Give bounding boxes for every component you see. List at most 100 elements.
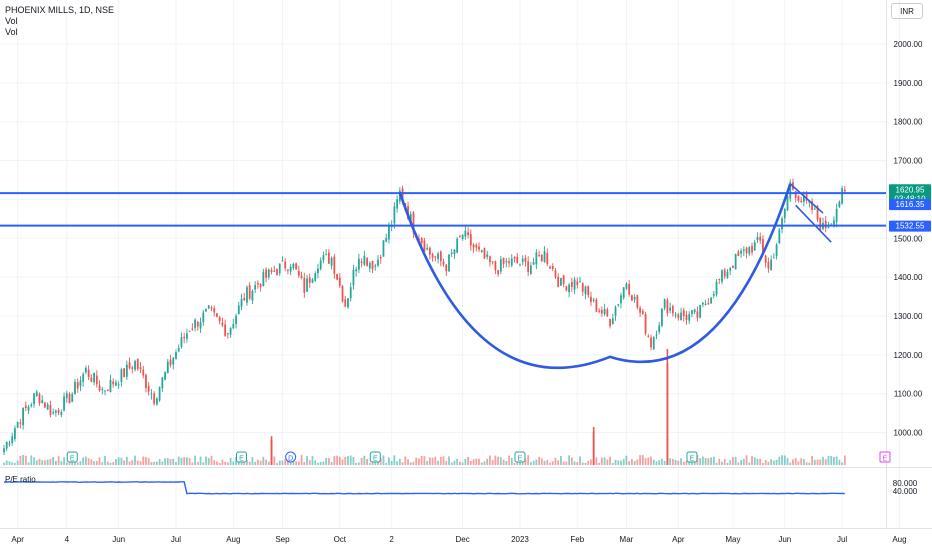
candle-body: [603, 308, 606, 315]
candle-body: [68, 393, 71, 404]
price-axis-tick: 2000.00: [894, 40, 923, 49]
candle-body: [704, 303, 707, 305]
candle-body: [710, 297, 712, 304]
volume-bar: [841, 462, 844, 465]
volume-bar: [226, 462, 229, 465]
candle-body: [363, 255, 366, 265]
candle-body: [251, 290, 254, 301]
volume-bar: [508, 455, 510, 465]
resistance-price-tag: 1616.35: [896, 200, 925, 209]
volume-bar: [740, 460, 742, 465]
volume-indicator-label[interactable]: Vol: [5, 16, 18, 26]
volume-bar: [824, 459, 827, 465]
volume-bar: [565, 461, 568, 465]
candle-body: [748, 247, 751, 254]
candle-body: [229, 327, 232, 335]
volume-bar: [770, 459, 773, 465]
candle-body: [295, 263, 298, 270]
volume-bar: [213, 460, 216, 465]
volume-bar: [278, 460, 281, 465]
candle-body: [442, 261, 445, 265]
volume-bar: [693, 461, 696, 465]
time-axis[interactable]: Apr 4 Jun Jul Aug Sep Oct 2 Dec 2023 Feb Mar Apr May J…: [11, 535, 906, 544]
candle-body: [183, 336, 186, 339]
time-axis-tick: May: [725, 535, 740, 544]
candle-body: [109, 379, 112, 393]
candle-body: [278, 263, 281, 274]
candle-body: [573, 279, 576, 290]
candle-body: [115, 382, 117, 386]
last-price-tag-bg: [889, 184, 931, 204]
volume-bar: [218, 462, 221, 465]
candle-body: [98, 385, 101, 391]
volume-bar: [742, 458, 745, 465]
candle-body: [691, 310, 693, 314]
earnings-event-icon: [236, 451, 248, 463]
candle-body: [606, 309, 609, 317]
event-marker-label: E: [239, 456, 244, 463]
volume-bar: [579, 456, 581, 465]
volume-bar: [85, 456, 87, 465]
time-axis-tick: 4: [65, 535, 70, 544]
volume-bar: [79, 461, 82, 465]
candle-body: [540, 254, 543, 261]
candle-body: [565, 286, 568, 291]
candle-body: [770, 259, 773, 271]
volume-bar: [134, 455, 136, 465]
candle-body: [382, 240, 385, 257]
horizontal-levels: [0, 192, 886, 227]
volume-bar: [393, 455, 396, 465]
candle-body: [835, 208, 838, 223]
volume-bar: [480, 462, 483, 465]
candle-body: [819, 217, 822, 230]
time-axis-tick: Feb: [570, 535, 584, 544]
volume-bar: [734, 456, 737, 465]
candle-body: [469, 234, 472, 246]
volume-bar: [557, 460, 560, 465]
candle-body: [125, 364, 128, 377]
currency-button[interactable]: INR: [891, 3, 923, 19]
candle-body: [519, 264, 521, 266]
candle-body: [311, 279, 314, 283]
candle-body: [767, 261, 770, 269]
candle-body: [371, 260, 374, 270]
volume-bar: [600, 457, 603, 465]
volume-bar: [183, 457, 186, 465]
candle-body: [614, 307, 617, 316]
symbol-title[interactable]: PHOENIX MILLS, 1D, NSE: [5, 5, 115, 15]
candle-body: [751, 246, 753, 253]
candle-body: [701, 302, 704, 305]
volume-bar: [117, 457, 120, 465]
candle-body: [764, 255, 767, 263]
earnings-event-icon: [66, 451, 78, 463]
candle-body: [27, 406, 30, 411]
volume-bar: [428, 457, 431, 465]
volume-bar: [527, 455, 530, 465]
candle-body: [838, 201, 841, 208]
candle-body: [128, 362, 131, 369]
candle-body: [82, 374, 85, 382]
candle-body: [158, 387, 161, 401]
volume-bar: [16, 460, 19, 465]
candle-body: [491, 261, 494, 263]
candle-body: [737, 251, 740, 256]
candle-body: [693, 309, 696, 313]
volume-bar: [95, 461, 98, 465]
volume-bar: [196, 461, 199, 465]
volume-indicator-label-2[interactable]: Vol: [5, 27, 18, 37]
volume-bar: [175, 462, 177, 465]
candle-body: [22, 407, 25, 426]
time-axis-tick: Apr: [672, 535, 685, 544]
candle-body: [802, 195, 805, 203]
volume-bar: [663, 460, 666, 465]
volume-bar: [737, 462, 740, 465]
candle-body: [226, 333, 229, 335]
candle-body: [448, 254, 450, 272]
candle-body: [811, 201, 813, 210]
candle-body: [742, 249, 745, 251]
volume-bar: [153, 461, 156, 465]
volume-bar: [633, 461, 636, 465]
